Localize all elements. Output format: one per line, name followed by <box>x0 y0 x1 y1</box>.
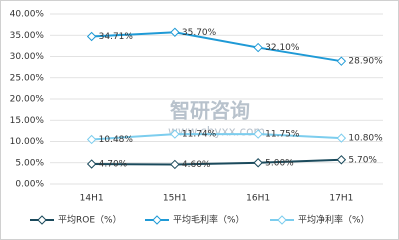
point-marker <box>253 158 263 168</box>
watermark-brand: 智研咨询 <box>170 99 250 123</box>
data-label: 28.90% <box>348 57 383 67</box>
y-tick-label: 15.00% <box>10 116 45 126</box>
data-label: 10.48% <box>99 135 134 145</box>
data-label: 35.70% <box>182 28 217 38</box>
point-marker <box>253 129 263 139</box>
point-marker <box>336 133 347 143</box>
point-marker <box>86 134 97 145</box>
y-tick-label: 30.00% <box>10 52 45 62</box>
x-tick-label: 15H1 <box>163 194 187 204</box>
point-marker <box>253 42 263 53</box>
x-tick-label: 17H1 <box>329 194 353 204</box>
data-label: 4.70% <box>99 160 128 170</box>
y-tick-label: 25.00% <box>10 73 45 83</box>
series-line <box>91 31 342 63</box>
data-label: 32.10% <box>265 43 300 53</box>
point-marker <box>86 31 97 42</box>
data-label: 11.75% <box>265 130 300 140</box>
legend-label: 平均ROE（%） <box>58 214 122 226</box>
legend-marker <box>37 215 47 225</box>
x-tick-label: 16H1 <box>246 194 270 204</box>
y-tick-label: 20.00% <box>10 95 45 105</box>
data-label: 34.71% <box>99 32 134 42</box>
point-marker <box>336 155 347 165</box>
point-marker <box>170 129 180 139</box>
point-marker <box>336 56 347 66</box>
data-label: 5.00% <box>265 158 294 168</box>
y-tick-label: 40.00% <box>10 10 45 20</box>
data-label: 5.70% <box>348 155 377 165</box>
legend-marker <box>152 215 162 225</box>
data-label: 10.80% <box>348 134 383 144</box>
y-tick-label: 35.00% <box>10 31 45 41</box>
legend-marker <box>277 215 287 225</box>
data-label: 11.74% <box>182 130 217 140</box>
point-marker <box>170 159 180 170</box>
y-tick-label: 10.00% <box>10 137 45 147</box>
y-tick-label: 5.00% <box>15 158 44 168</box>
point-marker <box>86 159 97 169</box>
series-line <box>91 158 342 166</box>
y-tick-label: 0.00% <box>15 180 44 190</box>
x-tick-label: 14H1 <box>80 194 104 204</box>
data-label: 4.60% <box>182 160 211 170</box>
legend-label: 平均净利率（%） <box>298 214 370 226</box>
legend-label: 平均毛利率（%） <box>173 214 245 226</box>
series-line <box>91 133 342 141</box>
point-marker <box>170 27 180 37</box>
